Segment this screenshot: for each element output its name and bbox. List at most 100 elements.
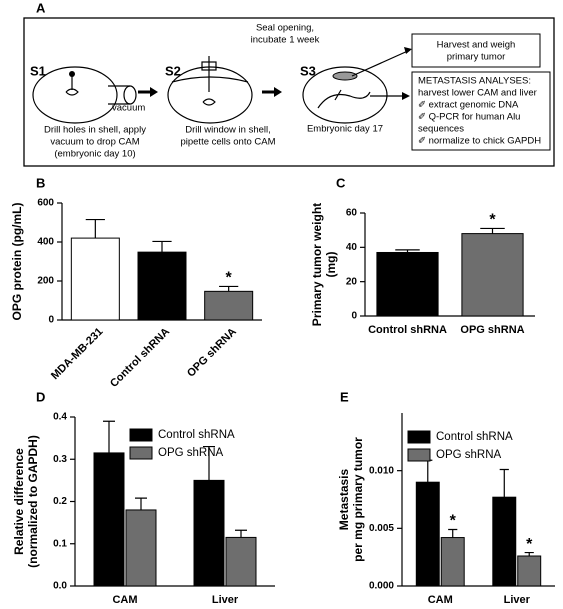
legend-label: OPG shRNA <box>158 447 224 459</box>
error-bar <box>395 249 420 253</box>
y-axis-label: (normalized to GAPDH) <box>26 435 40 568</box>
box-text: METASTASIS ANALYSES: <box>418 76 531 87</box>
error-bar <box>524 551 534 557</box>
step-text: Embryonic day 17 <box>307 124 383 135</box>
y-axis-label: Relative difference <box>12 448 26 555</box>
y-tick-label: 0 <box>48 315 54 326</box>
panel-label: A <box>36 0 46 15</box>
panel-label: E <box>340 389 349 404</box>
box-text: harvest lower CAM and liver <box>418 88 537 99</box>
bar <box>415 481 440 587</box>
bar <box>93 452 125 587</box>
error-bar <box>423 459 433 483</box>
step-text: Drill window in shell, <box>185 125 271 136</box>
bar <box>204 290 254 321</box>
y-tick-label: 600 <box>37 198 54 209</box>
egg <box>302 66 388 124</box>
legend-swatch <box>407 448 431 462</box>
x-tick-label: Liver <box>504 594 531 606</box>
metastasis-box <box>411 71 551 151</box>
step-label: S1 <box>30 63 46 78</box>
legend-label: OPG shRNA <box>436 449 502 461</box>
legend-swatch <box>129 428 153 442</box>
panel-label: D <box>36 389 45 404</box>
x-tick-label: CAM <box>428 594 453 606</box>
step-text: vacuum to drop CAM <box>50 137 139 148</box>
vacuum-label: vacuum <box>112 103 145 114</box>
egg <box>32 66 118 124</box>
x-tick-label: Control shRNA <box>108 326 172 390</box>
y-tick-label: 0.1 <box>53 538 67 549</box>
step-label: S3 <box>300 63 316 78</box>
error-bar <box>499 468 509 498</box>
error-bar <box>152 240 172 253</box>
egg <box>167 66 253 124</box>
bar <box>125 509 157 587</box>
step-text: (embryonic day 10) <box>54 149 135 160</box>
box-text: Harvest and weigh <box>437 40 516 51</box>
error-bar <box>85 218 105 239</box>
chick <box>317 89 371 109</box>
y-axis-label: Metastasis <box>337 468 351 530</box>
significance: * <box>226 270 233 287</box>
y-tick-label: 400 <box>37 237 54 248</box>
bar <box>70 237 120 321</box>
significance: * <box>450 513 457 530</box>
panel-label: C <box>336 175 346 190</box>
legend-label: Control shRNA <box>158 429 235 441</box>
error-bar <box>448 528 458 538</box>
bar <box>376 251 439 317</box>
x-tick-label: OPG shRNA <box>185 326 239 380</box>
cam <box>171 76 249 83</box>
vacuum-end <box>123 85 137 105</box>
bar <box>461 233 524 317</box>
significance: * <box>489 212 496 229</box>
y-axis-label: Primary tumor weight <box>310 203 324 326</box>
y-tick-label: 0.4 <box>53 412 67 423</box>
bar <box>225 536 257 587</box>
bar <box>517 555 542 587</box>
step-label: S2 <box>165 63 181 78</box>
panel-label: B <box>36 175 45 190</box>
y-axis-label: per mg primary tumor <box>351 437 365 562</box>
legend-swatch <box>129 446 153 460</box>
connector <box>351 49 411 97</box>
y-tick-label: 0 <box>351 311 357 322</box>
significance: * <box>526 536 533 553</box>
error-bar <box>203 445 215 481</box>
tumor <box>332 71 358 81</box>
error-bar <box>135 497 147 510</box>
incubation-text: incubate 1 week <box>251 35 320 46</box>
y-tick-label: 0.000 <box>369 581 394 592</box>
panel-a-frame <box>23 17 555 167</box>
embryo <box>202 98 216 106</box>
x-tick-label: Control shRNA <box>368 324 447 336</box>
error-bar <box>219 285 239 292</box>
y-axis-label: OPG protein (pg/mL) <box>10 203 24 321</box>
x-tick-label: MDA-MB-231 <box>49 326 105 382</box>
y-tick-label: 40 <box>346 242 358 253</box>
y-tick-label: 0.3 <box>53 454 67 465</box>
x-tick-label: Liver <box>212 594 239 606</box>
legend-swatch <box>407 430 431 444</box>
y-tick-label: 200 <box>37 276 54 287</box>
bar <box>492 496 517 587</box>
embryo <box>65 74 79 96</box>
error-bar <box>480 227 505 234</box>
step-text: Drill holes in shell, apply <box>44 125 146 136</box>
box-text: ✐ normalize to chick GAPDH <box>418 136 541 147</box>
y-axis-label: (mg) <box>324 252 338 278</box>
arrow-head <box>402 47 412 100</box>
y-tick-label: 0.0 <box>53 581 67 592</box>
incubation-text: Seal opening, <box>256 23 314 34</box>
legend-label: Control shRNA <box>436 431 513 443</box>
box-text: sequences <box>418 124 464 135</box>
vacuum-tube <box>108 85 130 105</box>
error-bar <box>235 529 247 538</box>
y-tick-label: 60 <box>346 208 358 219</box>
bar <box>440 537 465 587</box>
step-text: pipette cells onto CAM <box>180 137 275 148</box>
bar <box>137 251 187 321</box>
x-tick-label: CAM <box>112 594 137 606</box>
